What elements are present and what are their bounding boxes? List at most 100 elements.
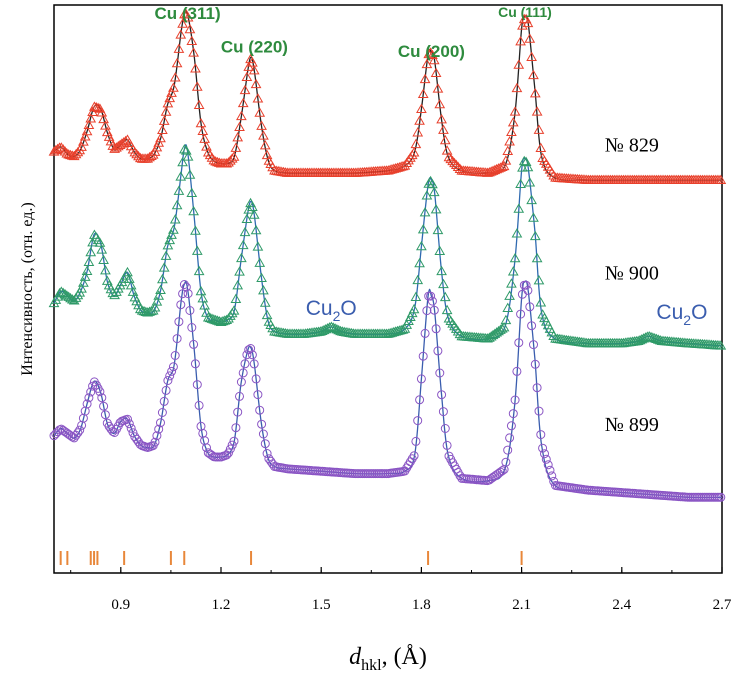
data-point [59, 146, 71, 156]
data-point [167, 366, 177, 376]
data-point [173, 43, 185, 53]
data-point [545, 465, 555, 475]
plot-frame [53, 4, 723, 574]
series-label: № 900 [605, 263, 659, 285]
data-point [417, 88, 429, 99]
data-point [496, 161, 508, 171]
data-point [715, 340, 727, 350]
data-point [149, 302, 161, 312]
data-point [191, 245, 203, 255]
data-point [193, 265, 205, 276]
data-point [195, 117, 207, 128]
data-point [170, 351, 180, 360]
data-point [88, 381, 98, 391]
data-point [495, 324, 506, 334]
data-point [125, 279, 137, 290]
data-point [166, 229, 177, 239]
data-point [234, 266, 245, 276]
data-point [194, 400, 204, 410]
data-point [154, 424, 164, 434]
data-point [243, 204, 255, 214]
data-point [442, 440, 452, 450]
data-point [439, 134, 451, 145]
data-point [133, 150, 144, 161]
data-point [482, 333, 493, 343]
data-point [447, 155, 458, 166]
data-point [180, 145, 192, 155]
data-point [498, 160, 510, 171]
data-point [175, 29, 187, 39]
data-point [254, 107, 266, 117]
series-2: № 900 [48, 143, 727, 350]
data-point [432, 224, 444, 235]
data-point [173, 185, 185, 195]
data-point [449, 157, 460, 168]
series-3: № 899 [49, 280, 726, 502]
series-fit-line [53, 280, 723, 499]
data-point [151, 141, 163, 152]
data-point [176, 300, 186, 310]
data-point [76, 141, 87, 151]
data-point [79, 271, 91, 281]
data-point [217, 315, 229, 326]
data-point [161, 385, 171, 395]
data-point [236, 110, 247, 121]
data-point [436, 114, 447, 124]
data-point [508, 409, 518, 419]
data-point [250, 224, 262, 235]
data-point [169, 214, 181, 224]
data-point [200, 436, 210, 446]
data-point [239, 84, 251, 95]
data-point [258, 130, 269, 140]
x-tick-label: 1.8 [412, 597, 431, 613]
data-point [509, 252, 521, 263]
data-point [511, 228, 523, 238]
data-point [427, 178, 438, 189]
x-axis-title: dhkl, (Å) [349, 644, 427, 674]
data-point [515, 178, 526, 189]
data-point [262, 449, 272, 458]
data-point [432, 83, 444, 93]
data-point [412, 127, 424, 137]
data-point [59, 288, 71, 299]
data-point [199, 133, 210, 143]
data-point [421, 190, 433, 200]
x-axis-title-main: d [349, 644, 362, 670]
data-point [97, 393, 107, 403]
data-point [78, 413, 88, 423]
data-point [184, 23, 196, 34]
data-point [78, 136, 89, 146]
data-point [186, 35, 198, 45]
data-point [126, 423, 136, 433]
data-point [408, 147, 420, 157]
data-point [431, 324, 441, 334]
data-point [421, 58, 433, 69]
data-point [179, 280, 189, 289]
data-point [123, 414, 132, 424]
data-point [182, 12, 194, 22]
data-point [191, 81, 203, 91]
data-point [236, 377, 246, 387]
data-point [495, 162, 506, 172]
data-point [238, 368, 248, 378]
data-point [514, 338, 524, 348]
data-point [182, 151, 194, 161]
data-point [221, 158, 233, 168]
data-point [197, 293, 209, 303]
data-point [438, 278, 449, 289]
data-point [178, 289, 188, 299]
data-point [158, 115, 170, 125]
data-point [513, 59, 525, 69]
data-point [156, 418, 165, 428]
data-point [219, 315, 231, 325]
data-point [171, 199, 183, 210]
data-point [522, 161, 534, 172]
phase-label-sub: 2 [333, 308, 341, 324]
data-point [175, 171, 187, 181]
data-point [177, 156, 188, 167]
data-point [98, 254, 109, 265]
peak-label: Cu (220) [221, 37, 288, 56]
data-point [434, 245, 446, 256]
data-point [96, 244, 108, 254]
data-point [55, 142, 67, 152]
